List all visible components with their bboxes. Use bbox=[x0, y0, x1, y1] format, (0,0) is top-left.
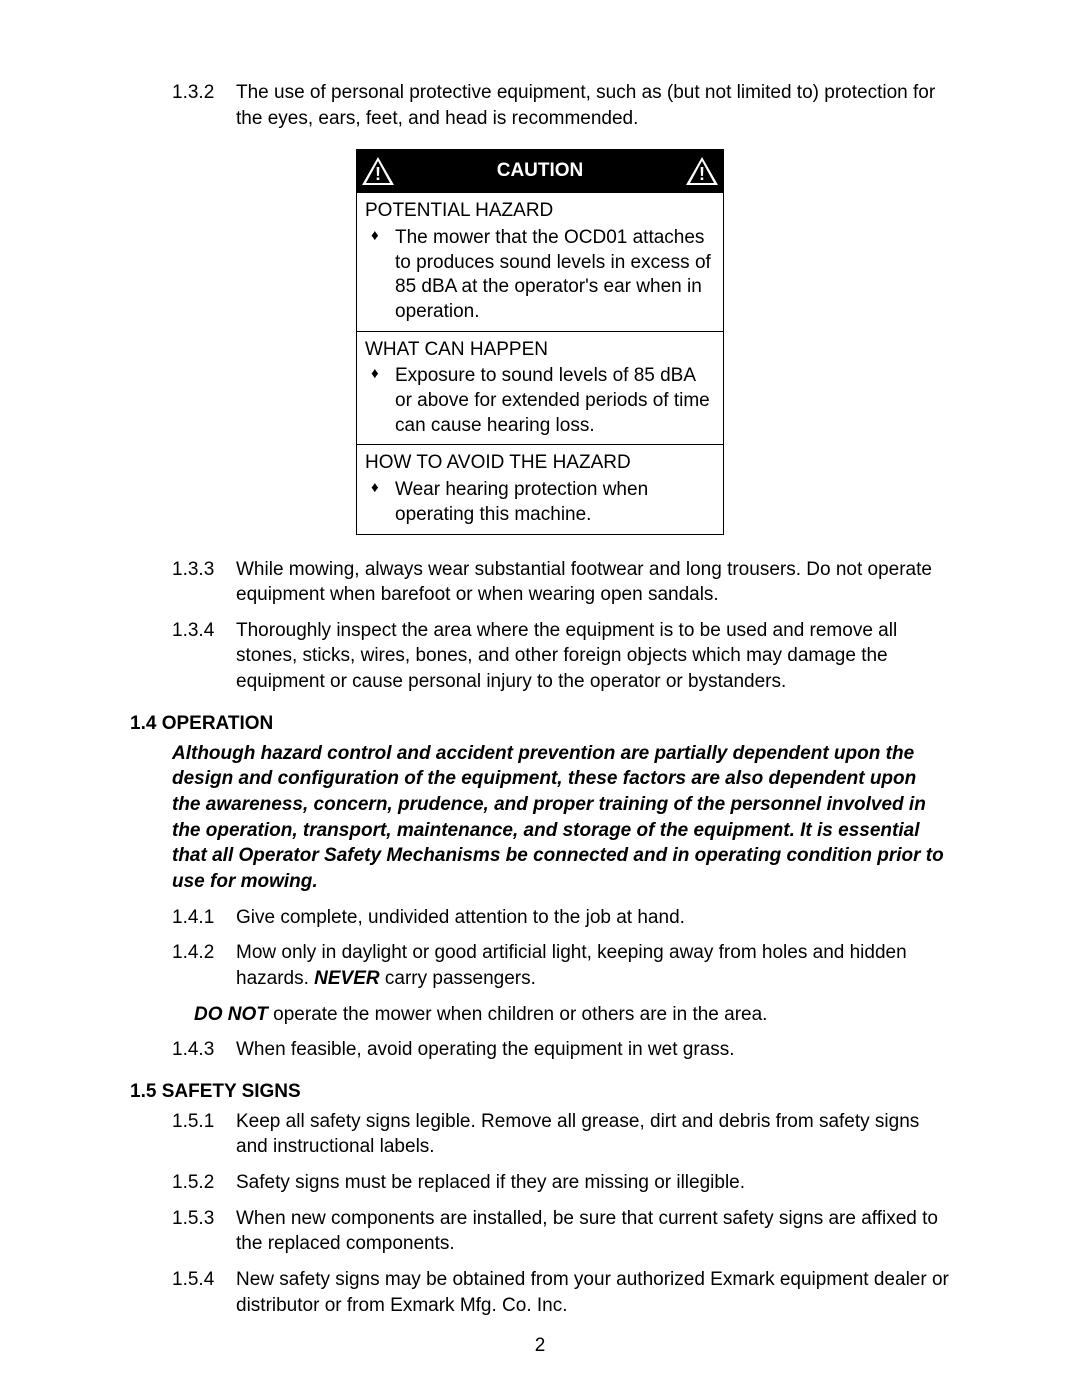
text-fragment: operate the mower when children or other… bbox=[268, 1004, 768, 1025]
caution-title: CAUTION bbox=[497, 159, 584, 184]
item-text: The use of personal protective equipment… bbox=[236, 80, 950, 131]
document-page: 1.3.2 The use of personal protective equ… bbox=[0, 0, 1080, 1397]
item-text: New safety signs may be obtained from yo… bbox=[236, 1267, 950, 1318]
item-number: 1.3.4 bbox=[172, 618, 236, 695]
warning-icon: ! bbox=[685, 156, 719, 186]
caution-subhead: HOW TO AVOID THE HAZARD bbox=[365, 451, 715, 476]
item-number: 1.4.3 bbox=[172, 1037, 236, 1063]
list-1-5: 1.5.1 Keep all safety signs legible. Rem… bbox=[172, 1109, 950, 1318]
page-number: 2 bbox=[0, 1335, 1080, 1357]
list-item: 1.5.4 New safety signs may be obtained f… bbox=[172, 1267, 950, 1318]
item-text: While mowing, always wear substantial fo… bbox=[236, 557, 950, 608]
item-text: Thoroughly inspect the area where the eq… bbox=[236, 618, 950, 695]
item-text: Give complete, undivided attention to th… bbox=[236, 905, 950, 931]
caution-section: WHAT CAN HAPPEN Exposure to sound levels… bbox=[357, 331, 724, 445]
item-number: 1.5.3 bbox=[172, 1206, 236, 1257]
item-number: 1.3.2 bbox=[172, 80, 236, 131]
list-item: 1.5.3 When new components are installed,… bbox=[172, 1206, 950, 1257]
text-fragment: carry passengers. bbox=[380, 968, 536, 989]
list-item: 1.4.1 Give complete, undivided attention… bbox=[172, 905, 950, 931]
caution-box-wrap: ! CAUTION ! POTENTIAL HAZARD The mower t… bbox=[130, 149, 950, 534]
caution-section: HOW TO AVOID THE HAZARD Wear hearing pro… bbox=[357, 445, 724, 534]
caution-subhead: WHAT CAN HAPPEN bbox=[365, 338, 715, 363]
section-1-4-intro: Although hazard control and accident pre… bbox=[172, 741, 950, 895]
donot-text: DO NOT bbox=[194, 1004, 268, 1025]
section-heading-1-5: 1.5 SAFETY SIGNS bbox=[130, 1081, 950, 1103]
item-text: Mow only in daylight or good artificial … bbox=[236, 940, 950, 991]
caution-subhead: POTENTIAL HAZARD bbox=[365, 199, 715, 224]
item-text: When feasible, avoid operating the equip… bbox=[236, 1037, 950, 1063]
caution-header: ! CAUTION ! bbox=[357, 150, 724, 193]
warning-icon: ! bbox=[361, 156, 395, 186]
caution-box: ! CAUTION ! POTENTIAL HAZARD The mower t… bbox=[356, 149, 724, 534]
sub-paragraph: DO NOT operate the mower when children o… bbox=[194, 1002, 950, 1028]
caution-bullet: The mower that the OCD01 attaches to pro… bbox=[365, 226, 715, 325]
caution-bullet: Wear hearing protection when operating t… bbox=[365, 478, 715, 527]
list-item: 1.3.4 Thoroughly inspect the area where … bbox=[172, 618, 950, 695]
item-number: 1.4.1 bbox=[172, 905, 236, 931]
item-number: 1.5.4 bbox=[172, 1267, 236, 1318]
item-number: 1.4.2 bbox=[172, 940, 236, 991]
item-text: Keep all safety signs legible. Remove al… bbox=[236, 1109, 950, 1160]
list-item: 1.3.3 While mowing, always wear substant… bbox=[172, 557, 950, 608]
list-1-3: 1.3.2 The use of personal protective equ… bbox=[172, 80, 950, 131]
caution-section: POTENTIAL HAZARD The mower that the OCD0… bbox=[357, 193, 724, 331]
caution-bullet: Exposure to sound levels of 85 dBA or ab… bbox=[365, 364, 715, 438]
svg-text:!: ! bbox=[375, 164, 381, 184]
never-text: NEVER bbox=[314, 968, 379, 989]
item-number: 1.3.3 bbox=[172, 557, 236, 608]
item-number: 1.5.1 bbox=[172, 1109, 236, 1160]
section-heading-1-4: 1.4 OPERATION bbox=[130, 713, 950, 735]
item-text: Safety signs must be replaced if they ar… bbox=[236, 1170, 950, 1196]
list-1-4: 1.4.1 Give complete, undivided attention… bbox=[172, 905, 950, 992]
svg-text:!: ! bbox=[699, 164, 705, 184]
list-item: 1.4.3 When feasible, avoid operating the… bbox=[172, 1037, 950, 1063]
list-item: 1.5.1 Keep all safety signs legible. Rem… bbox=[172, 1109, 950, 1160]
list-item: 1.5.2 Safety signs must be replaced if t… bbox=[172, 1170, 950, 1196]
list-item: 1.4.2 Mow only in daylight or good artif… bbox=[172, 940, 950, 991]
list-item: 1.3.2 The use of personal protective equ… bbox=[172, 80, 950, 131]
item-text: When new components are installed, be su… bbox=[236, 1206, 950, 1257]
item-number: 1.5.2 bbox=[172, 1170, 236, 1196]
list-1-3-cont: 1.3.3 While mowing, always wear substant… bbox=[172, 557, 950, 695]
list-1-4-cont: 1.4.3 When feasible, avoid operating the… bbox=[172, 1037, 950, 1063]
